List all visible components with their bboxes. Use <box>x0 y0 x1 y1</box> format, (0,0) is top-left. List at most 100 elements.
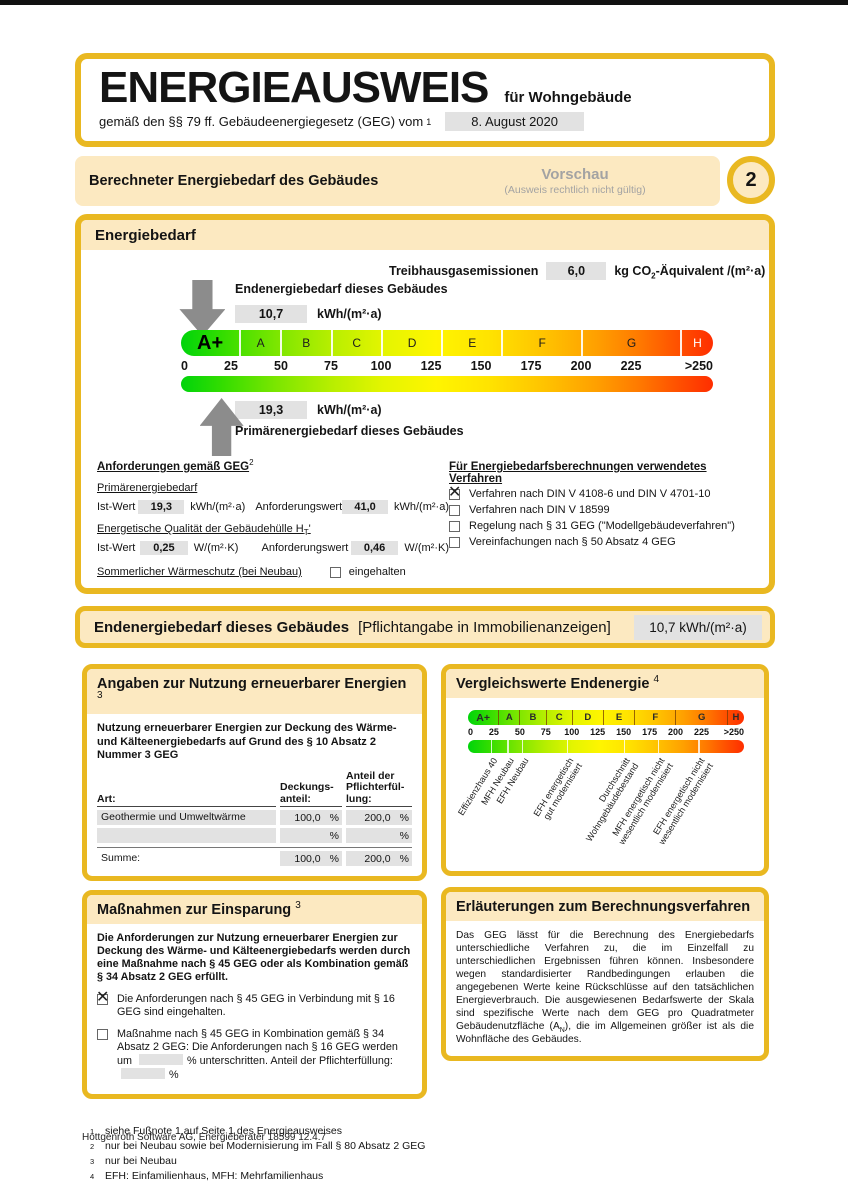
end-energy-label: Endenergiebedarf dieses Gebäudes <box>235 282 448 296</box>
renewables-footnote-marker: 3 <box>97 690 103 702</box>
energy-class-cell: G <box>583 330 682 356</box>
coverage-share-cell[interactable]: 100,0% <box>280 810 342 825</box>
renewables-box: Angaben zur Nutzung erneuerbarer Energie… <box>82 664 427 881</box>
requirements-footnote-marker: 2 <box>249 458 254 468</box>
primary-ist-unit: kWh/(m²·a) <box>190 501 246 513</box>
coverage-share-cell[interactable]: % <box>280 828 342 843</box>
explanation-header: Erläuterungen zum Berechnungsverfahren <box>446 892 764 921</box>
banner-title: Berechneter Energiebedarf des Gebäudes <box>89 173 379 189</box>
scale-tick-label: 100 <box>370 359 392 373</box>
percent-value-field[interactable] <box>121 1068 165 1079</box>
footnote: 2 nur bei Neubau sowie bei Modernisierung… <box>90 1140 775 1153</box>
energy-class-letter: A+ <box>476 711 490 724</box>
comparison-scale: A+ A B C D E F G H 0 25 50 75 100 125 150 175 200 225 >250… <box>456 710 744 871</box>
end-energy-arrow-icon <box>179 280 226 336</box>
energy-class-cell: A <box>241 330 282 356</box>
measures-option1-checkbox[interactable]: ✕ <box>96 990 109 1006</box>
method-checkbox[interactable]: ✕ <box>448 485 461 501</box>
law-date-field[interactable]: 8. August 2020 <box>445 112 584 131</box>
percent-value-field[interactable] <box>139 1054 183 1065</box>
methods-heading: Für Energiebedarfsberechnungen verwendet… <box>449 461 707 485</box>
method-checkbox[interactable] <box>449 521 460 532</box>
energy-class-letter: A <box>256 336 265 350</box>
preview-status: Vorschau (Ausweis rechtlich nicht gültig… <box>460 166 690 196</box>
energy-demand-box: Energiebedarf Treibhausgasemissionen 6,0… <box>75 214 775 594</box>
comparison-mark-tick <box>507 740 509 753</box>
renewable-type-cell[interactable]: Geothermie und Umweltwärme <box>97 810 276 825</box>
table-row: %% <box>97 828 412 843</box>
percent-sign: % <box>329 829 339 842</box>
obligation-share-cell[interactable]: % <box>346 828 412 843</box>
ghg-label: Treibhausgasemissionen <box>389 264 539 278</box>
scale-tick-label: >250 <box>684 359 713 373</box>
ist-label: Ist-Wert <box>97 542 136 554</box>
primary-energy-value-field[interactable]: 19,3 <box>235 401 307 419</box>
page-number-badge: 2 <box>727 156 775 204</box>
envelope-ist-value-field[interactable]: 0,25 <box>140 541 188 555</box>
footnote-number: 4 <box>90 1172 95 1181</box>
method-label: Verfahren nach DIN V 18599 <box>469 504 610 516</box>
checkmark-x-icon: ✕ <box>448 484 462 501</box>
comparison-footnote-marker: 4 <box>653 674 660 686</box>
obligation-share-cell[interactable]: 200,0% <box>346 851 412 866</box>
primary-requirement-value-field[interactable]: 41,0 <box>342 500 388 514</box>
energy-class-cell: H <box>682 330 713 356</box>
measures-footnote-marker: 3 <box>295 900 301 912</box>
energy-class-cell: C <box>333 330 383 356</box>
percent-sign: % <box>329 852 339 865</box>
comparison-mark-tick <box>521 740 524 753</box>
end-energy-unit: kWh/(m²·a) <box>317 307 382 321</box>
summer-checkbox-label: eingehalten <box>348 566 406 578</box>
energy-class-letter: H <box>732 712 740 723</box>
energy-class-cell: H <box>728 710 744 725</box>
method-item: Verfahren nach DIN V 18599 <box>449 504 753 517</box>
scale-tick-label: 75 <box>540 727 551 737</box>
end-energy-value-field[interactable]: 10,7 <box>235 305 307 323</box>
energy-class-letter: D <box>584 712 592 723</box>
method-label: Verfahren nach DIN V 4108-6 und DIN V 47… <box>469 488 711 500</box>
end-energy-banner: Endenergiebedarf dieses Gebäudes [Pflich… <box>75 606 775 648</box>
footnote-number: 1 <box>90 1127 95 1136</box>
scale-tick-label: 225 <box>693 727 709 737</box>
footnote: 4 EFH: Einfamilienhaus, MFH: Mehrfamilien… <box>90 1170 775 1183</box>
energy-class-cell: G <box>676 710 728 725</box>
coverage-share-cell[interactable]: 100,0% <box>280 851 342 866</box>
percent-sign: % <box>399 852 409 865</box>
obligation-share-cell[interactable]: 200,0% <box>346 810 412 825</box>
explanation-box: Erläuterungen zum Berechnungsverfahren D… <box>441 887 769 1061</box>
energy-class-cell: F <box>635 710 677 725</box>
summer-heat-protection-checkbox[interactable] <box>329 566 341 578</box>
scale-tick-label: 75 <box>324 359 338 373</box>
comparison-box: Vergleichswerte Endenergie 4 A+ A B C D E F G H … <box>441 664 769 876</box>
scale-tick-label: 125 <box>420 359 442 373</box>
scale-tick-label: 25 <box>224 359 238 373</box>
table-sum-row: Summe: 100,0% 200,0% <box>97 847 412 866</box>
method-label: Regelung nach § 31 GEG ("Modellgebäudeve… <box>469 520 735 532</box>
ghg-value-field[interactable]: 6,0 <box>546 262 607 280</box>
envelope-requirement-unit: W/(m²·K) <box>404 542 450 554</box>
scale-tick-label: 125 <box>590 727 606 737</box>
primary-ist-value-field[interactable]: 19,3 <box>138 500 185 514</box>
footnote-text: siehe Fußnote 1 auf Seite 1 des Energiea… <box>105 1125 342 1137</box>
comparison-header: Vergleichswerte Endenergie <box>456 676 650 692</box>
scale-tick-label: 0 <box>181 359 188 373</box>
section-banner-calculated-demand: Berechneter Energiebedarf des Gebäudes V… <box>75 156 720 206</box>
footnote-number: 3 <box>90 1157 95 1166</box>
banner-value-field[interactable]: 10,7 kWh/(m²·a) <box>634 614 762 640</box>
envelope-requirement-value-field[interactable]: 0,46 <box>350 541 399 555</box>
comparison-reference-labels: Effizienzhaus 40 MFH Neubau EFH Neubau EFH … <box>456 753 744 871</box>
requirements-heading: Anforderungen gemäß GEG <box>97 461 250 473</box>
renewable-type-cell: Summe: <box>101 852 141 864</box>
renewable-type-cell[interactable] <box>97 828 276 843</box>
method-checkbox[interactable] <box>449 505 460 516</box>
primary-requirement-unit: kWh/(m²·a) <box>394 501 449 513</box>
banner-bracket-note: [Pflichtangabe in Immobilienanzeigen] <box>358 618 611 636</box>
energy-class-cell: D <box>573 710 604 725</box>
energy-class-letter: B <box>529 712 537 723</box>
comparison-scale-ticks: 0 25 50 75 100 125 150 175 200 225 >250 <box>468 727 744 739</box>
percent-sign: % <box>399 811 409 824</box>
measures-option2-checkbox[interactable] <box>97 1029 108 1040</box>
method-checkbox[interactable] <box>449 537 460 548</box>
measures-option2-label: Maßnahme nach § 45 GEG in Kombination ge… <box>117 1028 398 1081</box>
scale-tick-label: 25 <box>488 727 499 737</box>
